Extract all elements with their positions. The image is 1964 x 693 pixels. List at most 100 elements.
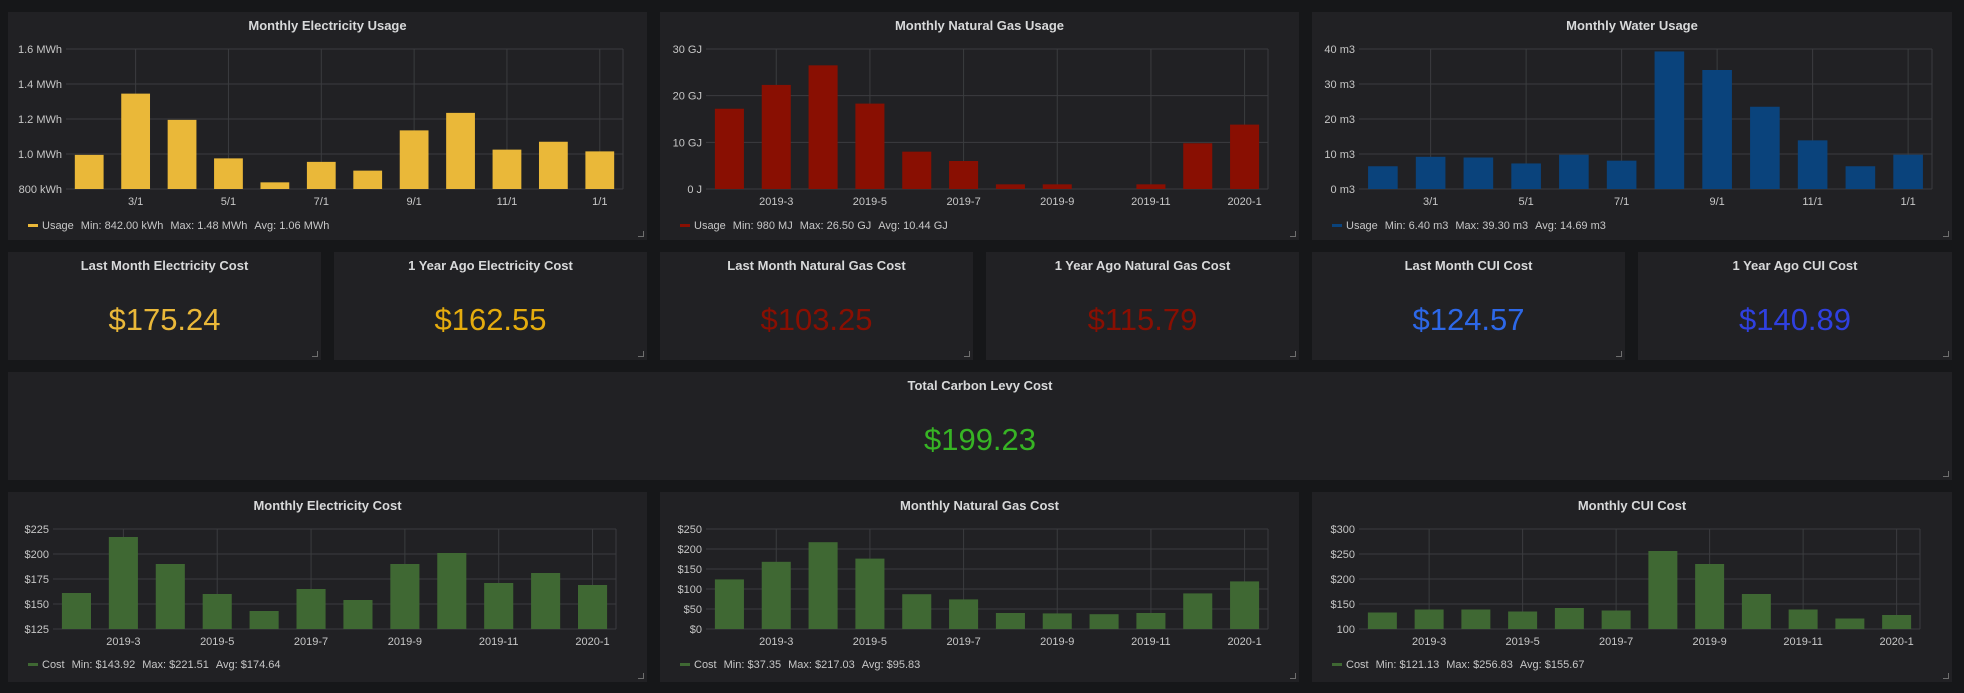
bar[interactable]: [343, 600, 373, 629]
legend-series-name[interactable]: Usage: [694, 220, 726, 232]
bar[interactable]: [1882, 615, 1912, 629]
bar[interactable]: [1845, 166, 1876, 189]
bar[interactable]: [949, 161, 979, 189]
bar[interactable]: [1508, 611, 1538, 630]
legend-swatch[interactable]: [1332, 223, 1342, 227]
bar[interactable]: [214, 158, 243, 189]
legend-series-name[interactable]: Cost: [42, 659, 65, 671]
panel-water-usage[interactable]: Monthly Water Usage 0 m3 10 m3 20 m3 30 m3 4…: [1312, 12, 1952, 240]
bar[interactable]: [108, 537, 138, 629]
bar[interactable]: [538, 141, 568, 189]
bar[interactable]: [1741, 594, 1771, 629]
bar[interactable]: [714, 579, 744, 629]
bar[interactable]: [1367, 612, 1397, 630]
panel-natural-gas-cost[interactable]: Monthly Natural Gas Cost $0 $50 $100 $150 $2…: [660, 492, 1299, 682]
panel-title[interactable]: Last Month Electricity Cost: [80, 258, 249, 273]
bar[interactable]: [902, 594, 932, 629]
bar[interactable]: [1554, 608, 1584, 629]
panel-title[interactable]: Monthly Electricity Cost: [253, 498, 402, 513]
legend-series-name[interactable]: Cost: [694, 659, 717, 671]
resize-handle[interactable]: [1290, 351, 1296, 357]
panel-cui-cost[interactable]: Monthly CUI Cost 100 $150 $200 $250 $300 2019…: [1312, 492, 1952, 682]
panel-title[interactable]: 1 Year Ago Electricity Cost: [408, 258, 573, 273]
bar[interactable]: [249, 611, 279, 629]
bar[interactable]: [492, 149, 522, 189]
stat-last-month-electricity-cost[interactable]: Last Month Electricity Cost $175.24: [8, 252, 321, 360]
bar[interactable]: [1089, 614, 1119, 629]
stat-last-month-natural-gas-cost[interactable]: Last Month Natural Gas Cost $103.25: [660, 252, 973, 360]
bar[interactable]: [1042, 613, 1072, 629]
bar[interactable]: [1414, 609, 1444, 630]
bar[interactable]: [74, 154, 104, 189]
bar[interactable]: [995, 613, 1025, 629]
panel-natural-gas-usage[interactable]: Monthly Natural Gas Usage 0 J 10 GJ 20 GJ 3…: [660, 12, 1299, 240]
bar[interactable]: [577, 585, 608, 629]
bar[interactable]: [995, 184, 1025, 189]
panel-title[interactable]: Total Carbon Levy Cost: [907, 378, 1053, 393]
legend-swatch[interactable]: [680, 662, 690, 666]
bar[interactable]: [1750, 106, 1780, 189]
bar[interactable]: [1559, 154, 1589, 189]
bar[interactable]: [1601, 610, 1631, 630]
bar[interactable]: [155, 564, 185, 629]
stat-last-month-cui-cost[interactable]: Last Month CUI Cost $124.57: [1312, 252, 1625, 360]
bar[interactable]: [714, 108, 744, 189]
legend-swatch[interactable]: [28, 223, 38, 227]
bar[interactable]: [1230, 124, 1260, 189]
bar[interactable]: [585, 151, 615, 189]
resize-handle[interactable]: [1943, 471, 1949, 477]
bar[interactable]: [296, 589, 326, 629]
bar[interactable]: [121, 93, 151, 189]
bar[interactable]: [437, 553, 467, 629]
stat-total-carbon-levy-cost[interactable]: Total Carbon Levy Cost $199.23: [8, 372, 1952, 480]
bar[interactable]: [353, 170, 383, 189]
panel-electricity-usage[interactable]: Monthly Electricity Usage 800 kWh 1.0 MWh…: [8, 12, 647, 240]
bar[interactable]: [1368, 166, 1398, 189]
resize-handle[interactable]: [638, 351, 644, 357]
bar[interactable]: [1511, 163, 1541, 189]
resize-handle[interactable]: [1943, 673, 1949, 679]
bar[interactable]: [761, 561, 791, 629]
bar[interactable]: [1463, 157, 1494, 190]
resize-handle[interactable]: [638, 231, 644, 237]
bar[interactable]: [61, 593, 92, 629]
bar[interactable]: [1648, 551, 1678, 629]
bar[interactable]: [1136, 184, 1166, 189]
resize-handle[interactable]: [638, 673, 644, 679]
bar[interactable]: [1183, 143, 1213, 189]
panel-title[interactable]: Monthly Natural Gas Usage: [894, 18, 1065, 33]
bar[interactable]: [808, 542, 838, 629]
bar[interactable]: [1893, 154, 1923, 189]
bar[interactable]: [1415, 156, 1446, 189]
resize-handle[interactable]: [1943, 231, 1949, 237]
stat-1-year-ago-cui-cost[interactable]: 1 Year Ago CUI Cost $140.89: [1638, 252, 1952, 360]
legend-swatch[interactable]: [680, 223, 690, 227]
panel-title[interactable]: Monthly Electricity Usage: [248, 18, 407, 33]
bar[interactable]: [306, 161, 336, 189]
panel-title[interactable]: Monthly CUI Cost: [1577, 498, 1687, 513]
panel-title[interactable]: Monthly Natural Gas Cost: [900, 498, 1059, 513]
bar[interactable]: [531, 573, 561, 629]
bar[interactable]: [855, 103, 885, 189]
legend-series-name[interactable]: Usage: [42, 220, 74, 232]
panel-title[interactable]: Last Month Natural Gas Cost: [727, 258, 906, 273]
bar[interactable]: [1461, 609, 1491, 630]
bar[interactable]: [1797, 140, 1828, 189]
bar[interactable]: [399, 130, 429, 189]
panel-title[interactable]: 1 Year Ago Natural Gas Cost: [1054, 258, 1231, 273]
bar[interactable]: [808, 65, 838, 189]
panel-title[interactable]: Monthly Water Usage: [1566, 18, 1698, 33]
bar[interactable]: [202, 594, 232, 629]
legend-swatch[interactable]: [1332, 662, 1342, 666]
bar[interactable]: [1136, 613, 1166, 629]
resize-handle[interactable]: [1290, 673, 1296, 679]
panel-title[interactable]: 1 Year Ago CUI Cost: [1732, 258, 1858, 273]
stat-1-year-ago-electricity-cost[interactable]: 1 Year Ago Electricity Cost $162.55: [334, 252, 647, 360]
legend-series-name[interactable]: Usage: [1346, 220, 1378, 232]
legend-series-name[interactable]: Cost: [1346, 659, 1369, 671]
bar[interactable]: [484, 583, 514, 629]
bar[interactable]: [446, 112, 475, 189]
bar[interactable]: [949, 599, 979, 629]
bar[interactable]: [167, 119, 197, 189]
bar[interactable]: [1183, 593, 1213, 629]
